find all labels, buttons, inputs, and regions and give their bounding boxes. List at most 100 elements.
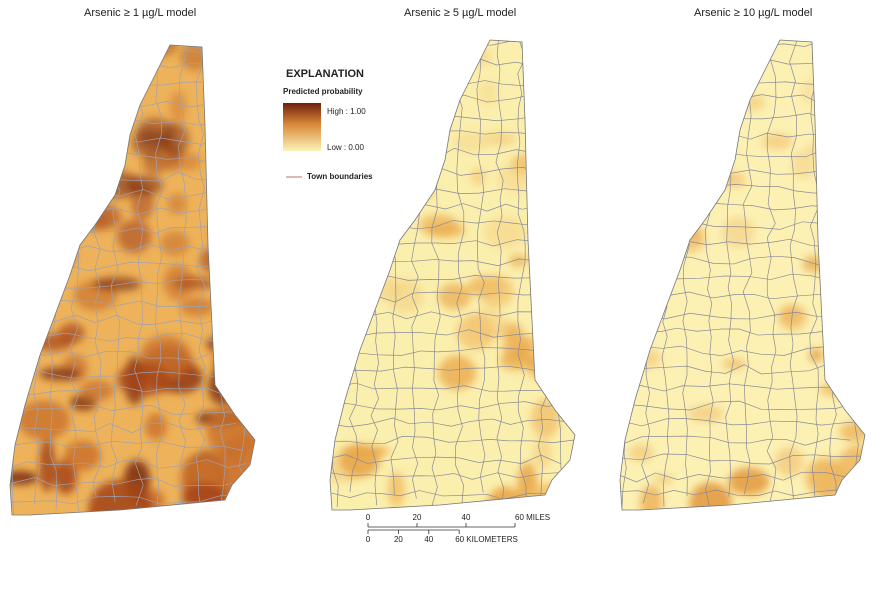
scale-label: 0: [366, 535, 371, 544]
legend-boundaries: Town boundaries: [307, 172, 373, 181]
probability-patch: [233, 259, 255, 283]
probability-patch: [545, 240, 562, 265]
town-line: [195, 45, 206, 510]
probability-patch: [791, 150, 815, 179]
scale-bar: 0 20 40 60 MILES 0 20 40 60 KILOMETERS: [366, 513, 550, 544]
probability-patch: [837, 445, 865, 489]
probability-patch: [221, 45, 242, 58]
probability-patch: [80, 380, 115, 401]
town-line: [330, 401, 565, 411]
town-line: [10, 440, 244, 451]
town-line: [10, 98, 255, 110]
town-line: [330, 94, 573, 103]
probability-patch: [169, 91, 187, 122]
probability-patch: [824, 300, 858, 316]
probability-patch: [229, 173, 255, 210]
probability-patch: [456, 314, 496, 351]
probability-patch: [167, 193, 187, 215]
probability-patch: [92, 276, 142, 292]
probability-patch: [160, 231, 190, 257]
probability-patch: [629, 99, 649, 113]
town-line: [517, 40, 527, 502]
town-line: [330, 417, 568, 428]
scale-label: 20: [394, 535, 403, 544]
town-line: [742, 40, 753, 495]
probability-patch: [531, 398, 560, 439]
probability-patch: [549, 102, 575, 116]
town-line: [620, 400, 856, 411]
town-line: [330, 112, 574, 122]
probability-patch: [41, 240, 75, 270]
town-line: [476, 40, 486, 493]
probability-patch: [39, 438, 56, 493]
town-line: [330, 58, 575, 68]
probability-patch: [88, 479, 154, 515]
panel-title: Arsenic ≥ 10 µg/L model: [694, 7, 812, 19]
scale-label: 60 KILOMETERS: [455, 535, 518, 544]
probability-patch: [42, 55, 61, 70]
probability-patch: [640, 90, 654, 112]
probability-patch: [508, 254, 528, 268]
probability-patch: [331, 230, 368, 253]
probability-patch: [545, 72, 567, 99]
probability-patch: [117, 219, 152, 254]
probability-patch: [483, 131, 517, 147]
probability-patch: [689, 482, 732, 510]
probability-patch: [658, 49, 672, 61]
probability-patch: [629, 255, 657, 271]
town-line: [330, 40, 575, 50]
probability-patch: [470, 167, 486, 186]
probability-patch: [819, 382, 862, 397]
town-line: [620, 364, 865, 375]
probability-patch: [172, 276, 216, 290]
probability-patch: [542, 344, 558, 368]
probability-patch: [58, 322, 85, 344]
probability-patch: [54, 65, 92, 82]
town-line: [10, 386, 245, 397]
town-line: [620, 435, 851, 446]
town-line: [766, 40, 777, 503]
state-outline: [619, 39, 866, 511]
probability-patch: [632, 143, 657, 168]
probability-patch: [496, 164, 534, 193]
probability-patch: [468, 47, 492, 67]
probability-patch: [728, 68, 754, 85]
probability-patch: [483, 216, 526, 249]
town-line: [495, 40, 505, 509]
map-base: [620, 40, 865, 510]
probability-patch: [207, 405, 255, 459]
town-line: [620, 471, 851, 483]
probability-patch: [829, 111, 845, 135]
town-line: [620, 75, 859, 87]
probability-patch: [206, 334, 255, 355]
probability-patch: [632, 42, 652, 60]
probability-patch: [149, 45, 170, 57]
town-line: [10, 404, 246, 416]
town-line: [330, 454, 562, 465]
scale-label: 40: [462, 513, 471, 522]
town-line: [10, 63, 253, 73]
town-line: [330, 490, 567, 500]
probability-patch: [363, 276, 406, 302]
town-line: [620, 383, 860, 393]
probability-patch: [21, 112, 54, 138]
state-outline: [9, 44, 256, 516]
probability-patch: [623, 348, 662, 369]
town-line: [330, 436, 575, 445]
town-line: [10, 494, 247, 505]
legend-subtitle: Predicted probability: [283, 87, 363, 96]
town-line: [620, 111, 852, 123]
probability-patch: [379, 67, 397, 83]
town-line: [330, 77, 571, 87]
town-line: [10, 477, 246, 487]
probability-patch: [532, 438, 553, 469]
probability-patch: [499, 351, 535, 371]
probability-patch: [227, 380, 253, 404]
panel-title: Arsenic ≥ 1 µg/L model: [84, 7, 196, 19]
probability-patch: [813, 63, 838, 82]
town-line: [330, 472, 562, 480]
scale-label: 0: [366, 513, 371, 522]
probability-patch: [625, 222, 640, 245]
probability-patch: [741, 95, 766, 111]
